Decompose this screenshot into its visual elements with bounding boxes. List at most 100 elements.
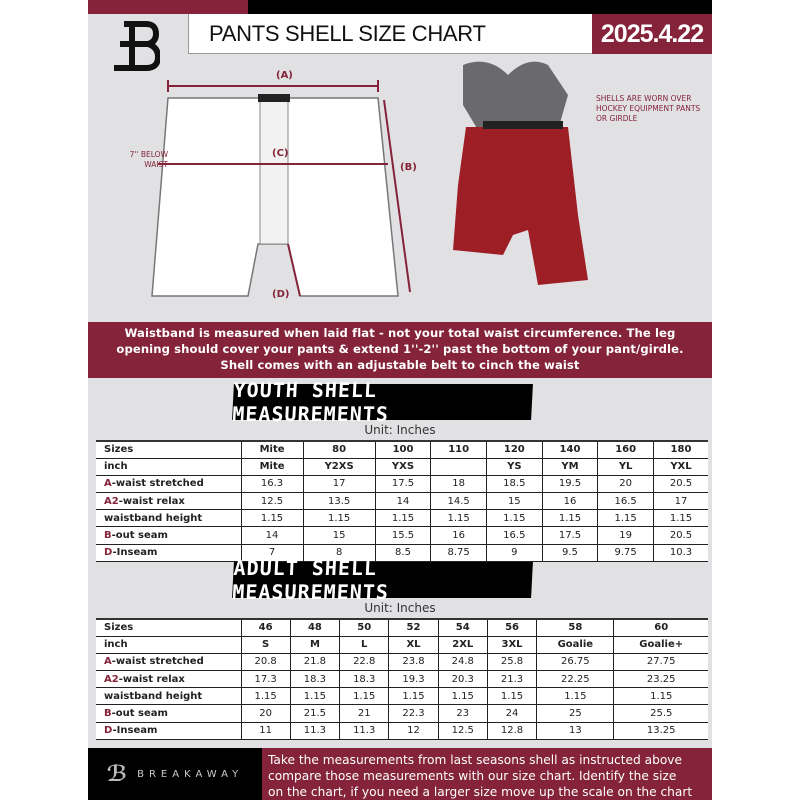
- label-a: (A): [276, 70, 293, 81]
- row-label: A2-waist relax: [96, 492, 242, 511]
- table-cell: 9.5: [541, 543, 599, 562]
- adult-size-table: Sizes 46 48 50 52 54 56 58 60 inch S M L XL 2XL 3XL Goal…: [96, 617, 708, 740]
- table-row: A2-waist relax 17.3 18.3 18.3 19.3 20.3 21.3 22…: [96, 670, 708, 689]
- row-label: D-Inseam: [96, 543, 242, 562]
- label-c: (C): [272, 148, 289, 159]
- table-cell: YXS: [374, 457, 432, 476]
- instruction-line: Shell comes with an adjustable belt to c…: [220, 358, 580, 372]
- table-cell: 50: [339, 617, 390, 637]
- table-cell: [430, 457, 487, 476]
- table-cell: 12: [388, 721, 439, 740]
- table-cell: M: [289, 635, 341, 654]
- table-cell: 13.5: [302, 492, 376, 511]
- label-b: (B): [400, 162, 417, 173]
- row-label-text: -waist relax: [118, 495, 185, 507]
- table-cell: 1.15: [485, 509, 543, 528]
- table-cell: 18.3: [289, 670, 341, 689]
- shell-photo: [453, 61, 588, 285]
- table-cell: 21.8: [289, 652, 341, 672]
- measure-key: A2: [104, 495, 119, 507]
- table-cell: 110: [430, 439, 487, 459]
- table-cell: Goalie: [536, 635, 615, 654]
- table-cell: 20: [240, 704, 291, 723]
- table-cell: L: [339, 635, 390, 654]
- table-row: Sizes Mite 80 100 110 120 140 160 180: [96, 439, 708, 459]
- table-cell: 10.3: [652, 543, 708, 562]
- table-cell: 1.15: [437, 687, 488, 706]
- table-cell: 1.15: [240, 509, 304, 528]
- row-label-text: waistband height: [104, 690, 203, 702]
- table-cell: 22.8: [339, 652, 390, 672]
- footer-instructions: Take the measurements from last seasons …: [262, 748, 712, 800]
- page-title: PANTS SHELL SIZE CHART: [188, 14, 592, 54]
- table-cell: 16.5: [597, 492, 654, 511]
- table-cell: 26.75: [536, 652, 615, 672]
- table-cell: 15: [485, 492, 543, 511]
- row-label: D-Inseam: [96, 721, 242, 740]
- measure-key: B: [104, 530, 112, 542]
- table-cell: 18: [430, 474, 487, 494]
- table-cell: 23.25: [613, 670, 708, 689]
- table-cell: 24.8: [437, 652, 488, 672]
- table-cell: 19.5: [541, 474, 599, 494]
- table-cell: 16.3: [240, 474, 304, 494]
- measure-key: A: [104, 478, 112, 490]
- table-cell: 22.3: [388, 704, 439, 723]
- table-cell: 16: [541, 492, 599, 511]
- brand-logo-icon: ℬ: [106, 761, 128, 787]
- measure-key: B: [104, 708, 112, 720]
- table-cell: 58: [536, 617, 615, 637]
- table-cell: 17.5: [541, 526, 599, 545]
- table-cell: 25.8: [486, 652, 538, 672]
- table-row: inch S M L XL 2XL 3XL Goalie Goalie+: [96, 635, 708, 654]
- table-cell: 1.15: [486, 687, 538, 706]
- below-waist-note: 7'' BELOW WAIST: [129, 150, 168, 169]
- footer-line: Take the measurements from last seasons …: [268, 753, 683, 767]
- table-cell: 100: [374, 439, 432, 459]
- table-cell: 14.5: [430, 492, 487, 511]
- youth-unit: Unit: Inches: [364, 423, 436, 437]
- table-row: B-out seam 20 21.5 21 22.3 23 24 25 25.5: [96, 704, 708, 723]
- row-label-text: -waist relax: [118, 673, 185, 685]
- measure-key: D: [104, 725, 113, 737]
- measure-key: A2: [104, 673, 119, 685]
- table-row: inch Mite Y2XS YXS YS YM YL YXL: [96, 457, 708, 476]
- table-cell: 1.15: [430, 509, 487, 528]
- row-label: inch: [96, 457, 242, 476]
- table-cell: YM: [541, 457, 599, 476]
- table-cell: 20.3: [437, 670, 488, 689]
- top-bar-maroon: [88, 0, 248, 14]
- table-cell: 1.15: [536, 687, 615, 706]
- table-row: A-waist stretched 16.3 17 17.5 18 18.5 19.5 20 2…: [96, 474, 708, 494]
- table-cell: 20.5: [652, 526, 708, 545]
- table-cell: 17: [302, 474, 376, 494]
- table-cell: 23.8: [388, 652, 439, 672]
- table-cell: 48: [289, 617, 341, 637]
- table-cell: 56: [486, 617, 538, 637]
- table-cell: 12.5: [240, 492, 304, 511]
- table-row: Sizes 46 48 50 52 54 56 58 60: [96, 617, 708, 637]
- table-cell: 17.3: [240, 670, 291, 689]
- measure-key: A: [104, 656, 112, 668]
- row-label-text: -out seam: [111, 708, 168, 720]
- table-cell: 23: [437, 704, 488, 723]
- shell-diagram: [151, 80, 411, 297]
- footer-brand: ℬ BREAKAWAY: [88, 748, 262, 800]
- row-label-text: -Inseam: [112, 725, 158, 737]
- measuring-instructions: Waistband is measured when laid flat - n…: [88, 322, 712, 378]
- label-d: (D): [272, 289, 290, 300]
- table-cell: 13: [536, 721, 615, 740]
- table-cell: 180: [652, 439, 708, 459]
- table-cell: Mite: [240, 439, 304, 459]
- table-cell: Y2XS: [302, 457, 376, 476]
- row-label-text: Sizes: [104, 444, 134, 456]
- size-chart-page: PANTS SHELL SIZE CHART 2025.4.22 (A) (C)…: [88, 0, 712, 800]
- table-cell: 21: [339, 704, 390, 723]
- table-cell: 140: [541, 439, 599, 459]
- table-cell: 1.15: [374, 509, 432, 528]
- row-label: A2-waist relax: [96, 670, 242, 689]
- table-cell: 60: [613, 617, 708, 637]
- table-cell: 17: [652, 492, 708, 511]
- row-label: A-waist stretched: [96, 652, 242, 672]
- row-label: waistband height: [96, 509, 242, 528]
